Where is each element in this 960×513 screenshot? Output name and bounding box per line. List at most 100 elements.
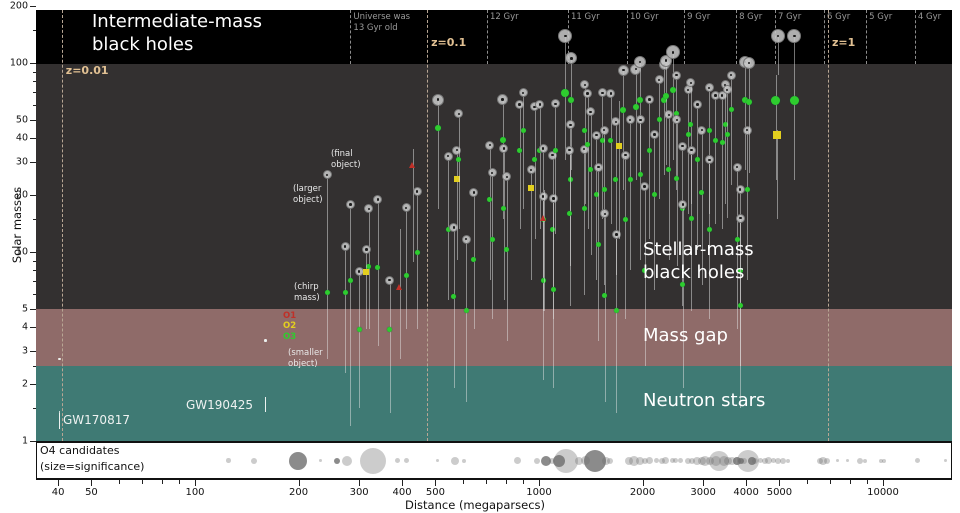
chirp-mass-marker-o3 [688, 122, 694, 128]
event-mass-line [731, 75, 733, 185]
event-mass-line [794, 75, 796, 180]
x-axis-minor-tick [867, 480, 869, 484]
final-object-center-dot [729, 73, 733, 77]
chirp-mass-marker-o2 [453, 175, 460, 182]
band-mass-gap [36, 308, 952, 366]
final-object-circle [770, 28, 785, 43]
y-axis-minor-tick [33, 218, 36, 220]
final-object-circle [583, 89, 593, 99]
final-object-circle [461, 234, 471, 244]
chirp-mass-marker-o3 [342, 290, 348, 296]
event-mass-line [659, 79, 661, 200]
chirp-mass-marker-o3 [694, 157, 700, 163]
o4-candidate [761, 457, 768, 464]
annotation-smaller-object: (smaller object) [288, 348, 323, 369]
chirp-mass-marker-o3 [636, 96, 643, 103]
x-axis-tick-label: 200 [289, 487, 309, 498]
chirp-mass-marker-o3 [666, 167, 672, 173]
final-object-center-dot [615, 233, 618, 236]
final-object-center-dot [602, 128, 606, 132]
gyr-label: 12 Gyr [489, 12, 519, 22]
final-object-center-dot [415, 190, 419, 193]
final-object-center-dot [664, 59, 668, 62]
event-mass-line [552, 155, 554, 320]
event-mass-line [553, 198, 555, 389]
chirp-mass-marker-o3 [688, 215, 694, 221]
y-axis-tick-label: 2 [21, 378, 28, 390]
final-object-center-dot [700, 128, 704, 132]
gyr-line [866, 10, 868, 64]
chirp-mass-marker-o3 [463, 308, 469, 314]
annotation-final-object: (final object) [331, 149, 361, 170]
gyr-line [486, 10, 488, 64]
chirp-mass-marker-o3 [487, 196, 493, 202]
final-object-center-dot [657, 78, 661, 82]
label-mass-gap: Mass gap [643, 325, 728, 346]
chirp-mass-marker-o3 [728, 107, 734, 113]
o4-candidate [677, 458, 683, 463]
event-mass-line [740, 218, 742, 408]
o4-candidate [435, 459, 439, 462]
final-object-circle [586, 107, 596, 117]
final-object-center-dot [488, 143, 492, 147]
chirp-mass-marker-o3 [517, 147, 523, 153]
chirp-mass-marker-o3 [550, 287, 556, 293]
final-object-center-dot [554, 102, 557, 105]
event-mass-line [676, 119, 678, 267]
redshift-label: z=0.1 [431, 36, 467, 49]
label-gw170817: GW170817 [63, 413, 130, 427]
final-object-circle [345, 199, 355, 209]
x-axis-tick [642, 480, 644, 486]
x-axis-tick [195, 480, 196, 486]
redshift-line [61, 10, 63, 441]
y-axis-tick-label: 200 [9, 0, 28, 12]
y-axis-tick [30, 6, 36, 8]
o4-candidate [732, 456, 741, 465]
final-object-circle [735, 213, 745, 223]
o4-candidate [882, 458, 887, 463]
annotation-chirp-mass: (chirp mass) [294, 282, 320, 303]
o4-candidate [672, 458, 678, 463]
final-object-circle [625, 115, 635, 125]
chirp-mass-marker-o3 [712, 137, 718, 143]
chirp-mass-marker-o3 [679, 206, 685, 212]
final-object-circle [485, 140, 495, 150]
o4-candidate [226, 458, 231, 463]
y-axis-tick-label: 40 [15, 132, 28, 144]
final-object-center-dot [365, 248, 368, 251]
final-object-center-dot [601, 91, 604, 95]
chirp-mass-marker-o3 [737, 303, 743, 309]
x-axis-tick-label: 50 [85, 487, 98, 498]
event-mass-line [584, 149, 586, 296]
final-object-circle [558, 28, 573, 43]
o4-candidate [785, 458, 790, 463]
final-object-circle [469, 187, 479, 197]
chirp-mass-marker-o3 [646, 147, 652, 153]
o4-candidate [394, 458, 400, 463]
x-axis-tick [703, 480, 705, 486]
event-mass-line [523, 92, 525, 209]
y-axis-tick [30, 327, 36, 329]
final-object-circle [717, 91, 727, 101]
chirp-mass-marker-o3 [375, 264, 381, 270]
chirp-mass-marker-o3 [642, 267, 648, 273]
final-object-circle [538, 143, 548, 153]
chirp-mass-marker-o3 [585, 141, 591, 147]
y-axis-title: Solar masses [10, 186, 24, 264]
final-object-center-dot [747, 61, 751, 65]
event-mass-line [359, 271, 361, 408]
event-mass-line [737, 167, 739, 330]
final-object-center-dot [720, 94, 724, 97]
x-axis-tick [58, 480, 60, 486]
chirp-mass-marker-o3 [489, 236, 495, 242]
final-object-center-dot [738, 188, 742, 191]
event-mass-line [672, 52, 674, 160]
o4-candidate [915, 458, 921, 463]
gyr-line [736, 10, 738, 64]
event-mass-line [503, 148, 505, 300]
annotation-larger-object: (larger object) [293, 184, 323, 205]
chirp-mass-marker-o3 [602, 292, 608, 298]
band-stellar-mass [36, 63, 952, 309]
final-object-center-dot [622, 68, 625, 72]
chirp-mass-marker-o3 [680, 282, 686, 288]
